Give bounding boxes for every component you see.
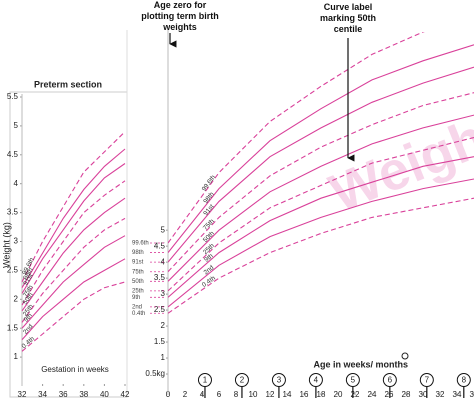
y-axis-label: Weight (kg) <box>1 222 11 268</box>
y-tick-label: 5 <box>161 225 166 234</box>
month-label: 8 <box>462 376 467 385</box>
birth-centile-label: 25th <box>132 288 144 294</box>
month-circle <box>234 373 249 387</box>
month-circle <box>419 373 434 387</box>
month-label: 6 <box>388 376 393 385</box>
y-tick-label: 5.5 <box>7 92 19 101</box>
annotation: Curve label marking 50th centile <box>319 2 377 34</box>
curve-label: 9th <box>23 312 34 324</box>
y-tick-label: 3 <box>14 237 19 246</box>
birth-centile-label: 0.4th <box>132 311 145 317</box>
y-tick-label: 4.5 <box>154 241 166 250</box>
y-tick-label: 3.5 <box>154 273 166 282</box>
month-label: 3 <box>277 376 282 385</box>
month-label: 1 <box>203 376 208 385</box>
month-circle <box>456 373 471 387</box>
y-tick-label: 2.5 <box>7 266 19 275</box>
curve-label: 9th <box>203 252 215 263</box>
preterm-panel <box>9 91 128 398</box>
month-circle <box>197 373 212 387</box>
y-tick-label: 1.5 <box>154 337 166 346</box>
curve-label: 98th <box>202 191 216 206</box>
y-tick-label: 4.5 <box>7 150 19 159</box>
centile-curve <box>168 44 474 253</box>
centile-curve <box>168 156 474 298</box>
x-axis-label: Age in weeks/ months <box>313 359 408 369</box>
centile-curve <box>21 197 126 312</box>
curve-label: 99.6th <box>201 174 218 193</box>
month-circle <box>382 373 397 387</box>
centile-curve <box>168 92 474 273</box>
y-tick-label: 4 <box>14 179 19 188</box>
x-axis-label: Gestation in weeks <box>41 365 109 374</box>
y-tick-label: 3 <box>161 289 166 298</box>
month-label: 5 <box>351 376 356 385</box>
x-tick-label: 38 <box>79 390 88 399</box>
month-label: 4 <box>314 376 319 385</box>
curve-label: 91st <box>202 203 215 217</box>
x-tick-label: 40 <box>100 390 109 399</box>
y-tick-label: 2 <box>161 321 166 330</box>
month-circle <box>345 373 360 387</box>
centile-curve <box>21 258 126 341</box>
month-circle <box>271 373 286 387</box>
centile-curve <box>21 148 126 288</box>
birth-centile-label: 98th <box>132 250 144 256</box>
centile-curve <box>21 131 126 283</box>
birth-centile-label: 91st <box>132 260 144 266</box>
curve-label: 50th <box>202 230 216 244</box>
x-tick-label: 36 <box>470 390 474 399</box>
birth-centile-label: 2nd <box>132 304 142 310</box>
centile-curve <box>21 163 126 294</box>
centile-curve <box>168 136 474 292</box>
month-label: 2 <box>240 376 245 385</box>
birth-centile-label: 50th <box>132 279 144 285</box>
centile-curve <box>168 178 474 308</box>
centile-curve <box>21 281 126 352</box>
annotation: Age zero for plotting term birth weights <box>141 0 219 32</box>
centile-curve <box>168 66 474 263</box>
x-tick-label: 36 <box>59 390 68 399</box>
centile-curve <box>21 235 126 329</box>
centile-curve <box>21 217 126 323</box>
month-circle <box>308 373 323 387</box>
centile-curve <box>168 114 474 282</box>
y-tick-label: 5 <box>14 121 19 130</box>
main-plot: 0.5kg11.522.533.544.55024681012141618202… <box>132 30 474 399</box>
curves <box>168 32 474 314</box>
y-tick-label: 2.5 <box>154 305 166 314</box>
birth-centile-label: 75th <box>132 269 144 275</box>
y-tick-label: 2 <box>14 294 19 303</box>
y-tick-label: 1 <box>161 353 166 362</box>
month-icon <box>401 352 409 360</box>
birth-centile-label: 99.6th <box>132 241 149 247</box>
annotation-text: Age zero for plotting term birth weights <box>141 0 219 32</box>
curves <box>21 131 126 352</box>
y-tick-label: 1 <box>14 352 19 361</box>
y-tick-label: 1.5 <box>7 323 19 332</box>
watermark: Weigh <box>322 108 474 224</box>
panel-title: Preterm section <box>34 79 102 89</box>
y-tick-label: 3.5 <box>7 208 19 217</box>
x-tick-label: 42 <box>121 390 130 399</box>
month-label: 7 <box>425 376 430 385</box>
preterm-plot: 11.522.533.544.555.532 34 36 38 40 4299.6th98… <box>7 92 130 399</box>
x-tick-label: 34 <box>38 390 47 399</box>
curve-label: 0.4th <box>201 275 217 289</box>
birth-centile-label: 9th <box>132 295 140 301</box>
annotation-text: Curve label marking 50th centile <box>319 2 377 34</box>
centile-curve <box>168 197 474 314</box>
y-tick-label: 0.5kg <box>145 369 165 378</box>
centile-curve <box>21 180 126 306</box>
x-tick-label: 32 <box>18 390 27 399</box>
